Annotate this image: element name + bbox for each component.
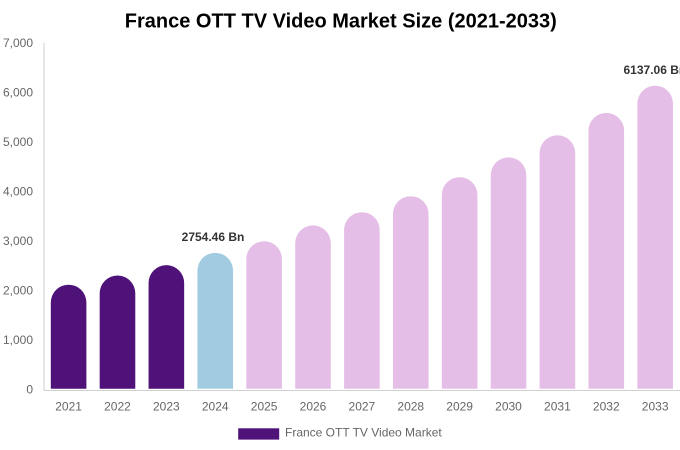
svg-text:2029: 2029 (446, 400, 473, 414)
svg-text:France OTT TV Video Market Siz: France OTT TV Video Market Size (2021-20… (125, 11, 557, 33)
svg-text:5,000: 5,000 (3, 135, 33, 149)
svg-text:France OTT TV Video Market: France OTT TV Video Market (285, 426, 442, 440)
svg-text:2030: 2030 (495, 400, 522, 414)
svg-text:0: 0 (26, 383, 33, 397)
svg-text:6,000: 6,000 (3, 86, 33, 100)
svg-text:2027: 2027 (349, 400, 376, 414)
svg-text:4,000: 4,000 (3, 185, 33, 199)
svg-text:7,000: 7,000 (3, 36, 33, 50)
svg-text:2032: 2032 (593, 400, 620, 414)
svg-text:2026: 2026 (300, 400, 327, 414)
svg-text:6137.06 Bn: 6137.06 Bn (624, 63, 680, 77)
svg-text:2,000: 2,000 (3, 284, 33, 298)
svg-text:2022: 2022 (104, 400, 131, 414)
svg-text:1,000: 1,000 (3, 333, 33, 347)
svg-text:2025: 2025 (251, 400, 278, 414)
svg-text:2033: 2033 (642, 400, 669, 414)
svg-text:3,000: 3,000 (3, 234, 33, 248)
svg-text:2028: 2028 (397, 400, 424, 414)
svg-text:2754.46 Bn: 2754.46 Bn (182, 230, 245, 244)
svg-text:2023: 2023 (153, 400, 180, 414)
svg-text:2031: 2031 (544, 400, 571, 414)
svg-text:2024: 2024 (202, 400, 229, 414)
svg-text:2021: 2021 (55, 400, 82, 414)
